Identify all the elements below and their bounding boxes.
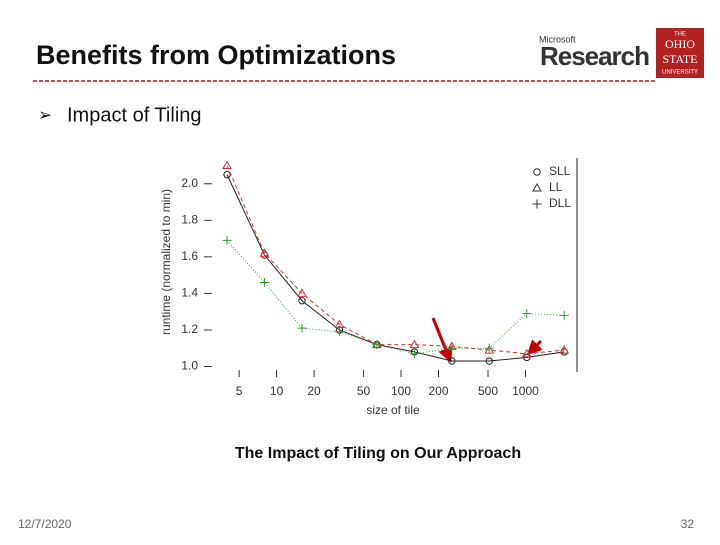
point [297,323,307,333]
point [448,357,456,365]
annotation-arrow [526,339,543,356]
logo-osu-box [656,28,704,78]
point [485,357,493,365]
x-tick-label: 50 [357,384,371,398]
legend-label: SLL [549,164,571,178]
y-tick-label: 2.0 [181,176,198,190]
logo-osu: UNIVERSITY [662,70,698,76]
point [409,339,420,349]
bullet-marker: ➢ [38,105,52,124]
point [484,343,494,353]
legend-label: LL [549,180,563,194]
x-tick-label: 1000 [512,384,539,398]
y-tick-label: 1.6 [181,249,198,263]
y-tick-label: 1.0 [181,359,198,373]
x-tick-label: 200 [428,384,448,398]
legend-symbol [532,199,542,209]
annotation-arrow [431,317,453,363]
chart: 1.0 1.2 1.4 1.6 1.8 2.0 5 10 20 50 100 200 500 1000 si… [159,160,571,417]
point [259,248,270,257]
logo-microsoft: Microsoft [539,34,576,44]
point [521,348,532,358]
series-line [226,165,565,355]
x-tick-label: 5 [236,384,243,398]
legend-symbol [532,182,542,192]
x-axis-label: size of tile [366,403,420,417]
logo-osu: STATE [662,52,697,66]
point [559,345,570,354]
point [522,309,532,319]
series-line [226,240,565,355]
point [447,343,457,353]
logo-osu: THE [674,32,686,38]
y-axis-label: runtime (normalized to min) [159,189,173,335]
legend-label: DLL [549,196,571,210]
point [484,345,495,354]
point [260,277,270,287]
caption: The Impact of Tiling on Our Approach [235,445,521,462]
point [523,353,531,362]
x-tick-label: 100 [391,384,411,398]
date: 12/7/2020 [18,517,72,531]
logo-osu: OHIO [665,37,695,51]
point [409,349,419,359]
point [298,297,306,305]
x-tick-label: 20 [307,384,321,398]
point [297,288,307,297]
point [334,327,344,337]
logo-research: Research [540,41,650,71]
y-tick-label: 1.4 [181,286,198,300]
series-line [226,174,565,362]
y-tick-label: 1.8 [181,212,198,226]
y-tick-label: 1.2 [181,322,198,336]
x-tick-label: 500 [478,384,498,398]
x-tick-label: 10 [270,384,284,398]
point [222,235,232,245]
point [223,170,231,179]
legend-symbol [533,168,541,176]
point [372,340,382,350]
bullet-text: Impact of Tiling [67,104,202,126]
point [559,310,569,320]
point [222,160,232,169]
slide-title: Benefits from Optimizations [36,40,396,70]
page-number: 32 [681,517,695,531]
